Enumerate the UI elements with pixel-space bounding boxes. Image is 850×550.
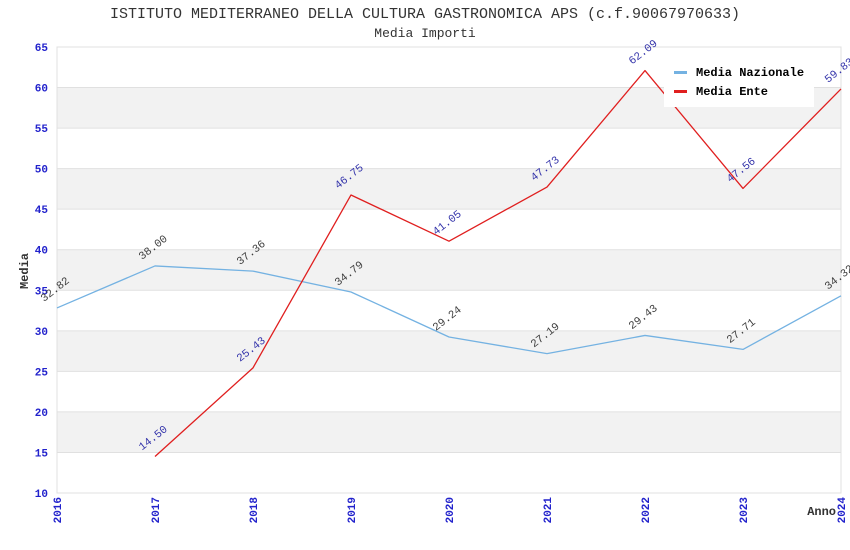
y-tick-label: 15 (35, 448, 49, 460)
y-tick-label: 10 (35, 489, 48, 501)
y-tick-label: 20 (35, 408, 48, 420)
x-tick-label: 2023 (739, 497, 751, 524)
y-axis-title: Media (18, 253, 32, 290)
x-tick-label: 2016 (53, 497, 65, 523)
x-tick-label: 2017 (151, 497, 163, 523)
legend-swatch-media-nazionale (674, 71, 687, 74)
y-tick-label: 45 (35, 205, 49, 217)
legend: Media Nazionale Media Ente (664, 57, 814, 107)
y-tick-label: 65 (35, 43, 49, 55)
y-tick-label: 60 (35, 84, 48, 96)
chart-subtitle: Media Importi (374, 26, 476, 41)
y-tick-label: 50 (35, 165, 48, 177)
series-line-0 (56, 265, 842, 355)
x-tick-label: 2022 (641, 497, 653, 523)
legend-item-media-ente: Media Ente (674, 82, 804, 101)
data-point-label: 59.83 (823, 56, 850, 86)
y-tick-label: 35 (35, 286, 49, 298)
band (57, 411, 841, 453)
x-axis-title: Anno (807, 505, 836, 519)
data-point-label: 29.43 (627, 303, 660, 333)
legend-swatch-media-ente (674, 90, 687, 93)
data-point-label: 62.09 (627, 38, 660, 68)
y-tick-label: 30 (35, 327, 48, 339)
x-tick-label: 2024 (837, 497, 849, 524)
band (57, 168, 841, 210)
y-tick-label: 40 (35, 246, 48, 258)
legend-label-media-ente: Media Ente (696, 84, 769, 99)
y-tick-label: 25 (35, 367, 49, 379)
data-point-label: 29.24 (431, 304, 465, 334)
series-line-1 (154, 69, 842, 457)
x-tick-label: 2021 (543, 497, 555, 524)
x-tick-label: 2018 (249, 497, 261, 524)
legend-label-media-nazionale: Media Nazionale (696, 65, 805, 80)
legend-item-media-nazionale: Media Nazionale (674, 63, 804, 82)
chart-title: ISTITUTO MEDITERRANEO DELLA CULTURA GAST… (109, 6, 741, 23)
data-point-label: 41.05 (431, 209, 464, 239)
x-tick-label: 2019 (347, 497, 359, 523)
plot-border (56, 46, 842, 494)
y-tick-label: 55 (35, 124, 49, 136)
band (57, 249, 841, 291)
x-tick-label: 2020 (445, 497, 457, 523)
